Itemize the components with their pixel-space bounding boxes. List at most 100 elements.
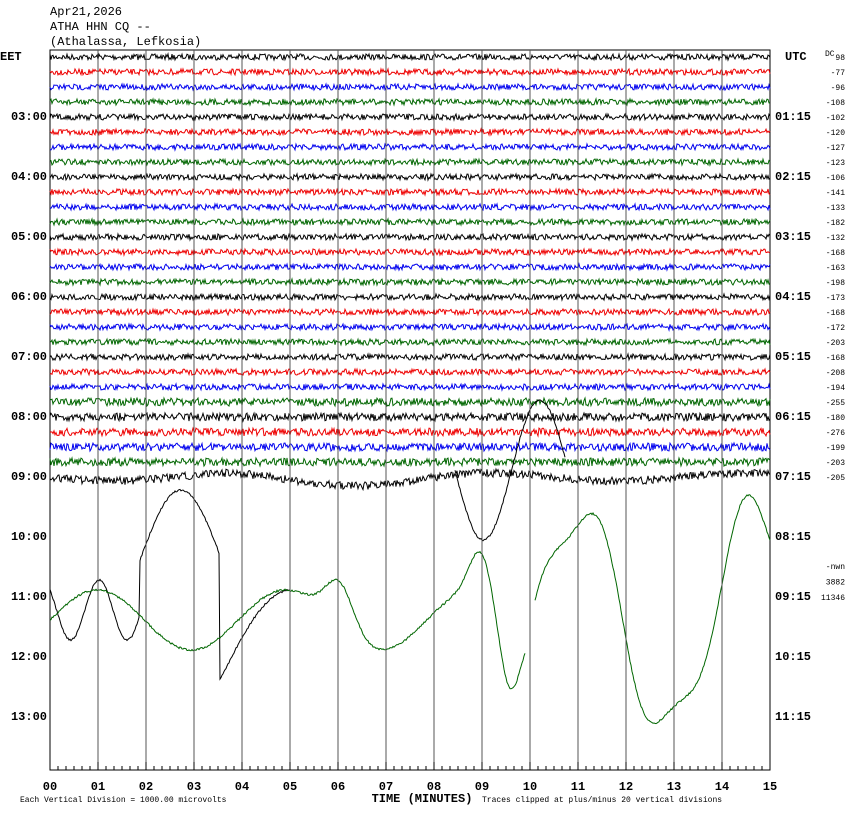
dc-offset: -141 xyxy=(826,189,845,198)
utc-label: 10:15 xyxy=(775,650,811,664)
eet-label: 10:00 xyxy=(11,530,47,544)
trace xyxy=(49,142,771,152)
dc-offset: -102 xyxy=(826,114,845,123)
trace xyxy=(49,172,771,182)
trace xyxy=(49,411,771,423)
date: Apr21,2026 xyxy=(50,5,122,19)
utc-label: 02:15 xyxy=(775,170,811,184)
station: ATHA HHN CQ -- xyxy=(50,20,151,34)
trace xyxy=(49,232,771,242)
dc-offset: -163 xyxy=(826,264,845,273)
dc-offset: -168 xyxy=(826,354,845,363)
trace xyxy=(49,456,771,468)
trace xyxy=(49,67,771,77)
dc-offset: -182 xyxy=(826,219,845,228)
trace xyxy=(534,494,771,725)
dc-offset: -194 xyxy=(826,384,845,393)
eet-label: 06:00 xyxy=(11,290,47,304)
x-tick-label: 15 xyxy=(763,780,777,794)
dc-offset: -255 xyxy=(826,399,845,408)
dc-offset: -198 xyxy=(826,279,845,288)
dc-offset: -127 xyxy=(826,144,845,153)
dc-offset: -208 xyxy=(826,369,845,378)
dc-offset: -203 xyxy=(826,339,845,348)
dc-offset: -133 xyxy=(826,204,845,213)
utc-label: 06:15 xyxy=(775,410,811,424)
eet-label: 11:00 xyxy=(11,590,47,604)
trace xyxy=(49,187,771,197)
x-tick-label: 00 xyxy=(43,780,57,794)
utc-label: 01:15 xyxy=(775,110,811,124)
trace xyxy=(49,112,771,122)
eet-label: 13:00 xyxy=(11,710,47,724)
trace xyxy=(49,441,771,453)
x-tick-label: 02 xyxy=(139,780,153,794)
offset-title: DC xyxy=(825,50,835,59)
dc-offset: -276 xyxy=(826,429,845,438)
dc-offset: -132 xyxy=(826,234,845,243)
trace xyxy=(49,277,771,287)
trace xyxy=(49,262,771,272)
trace xyxy=(49,550,526,690)
dc-offset: 98 xyxy=(835,54,845,63)
dc-offset: -205 xyxy=(826,474,845,483)
trace xyxy=(49,396,771,408)
extra-label: 11346 xyxy=(821,594,845,603)
extra-label: 3882 xyxy=(826,579,845,588)
dc-offset: -123 xyxy=(826,159,845,168)
trace xyxy=(49,352,771,362)
x-tick-label: 03 xyxy=(187,780,201,794)
x-tick-label: 05 xyxy=(283,780,297,794)
trace xyxy=(49,82,771,92)
utc-label: 05:15 xyxy=(775,350,811,364)
left-zone: EET xyxy=(0,50,22,64)
eet-label: 08:00 xyxy=(11,410,47,424)
eet-label: 12:00 xyxy=(11,650,47,664)
trace xyxy=(49,426,771,438)
trace xyxy=(49,488,291,681)
x-tick-label: 09 xyxy=(475,780,489,794)
footer-right: Traces clipped at plus/minus 20 vertical… xyxy=(482,796,722,805)
x-tick-label: 06 xyxy=(331,780,345,794)
footer-left: Each Vertical Division = 1000.00 microvo… xyxy=(20,796,227,805)
eet-label: 05:00 xyxy=(11,230,47,244)
extra-label: -nwn xyxy=(826,563,845,572)
utc-label: 11:15 xyxy=(775,710,811,724)
x-tick-label: 12 xyxy=(619,780,633,794)
utc-label: 08:15 xyxy=(775,530,811,544)
eet-label: 07:00 xyxy=(11,350,47,364)
utc-label: 04:15 xyxy=(775,290,811,304)
dc-offset: -106 xyxy=(826,174,845,183)
x-tick-label: 14 xyxy=(715,780,729,794)
trace xyxy=(49,467,771,492)
dc-offset: -168 xyxy=(826,309,845,318)
x-title: TIME (MINUTES) xyxy=(372,792,473,806)
dc-offset: -172 xyxy=(826,324,845,333)
eet-label: 03:00 xyxy=(11,110,47,124)
utc-label: 09:15 xyxy=(775,590,811,604)
eet-label: 04:00 xyxy=(11,170,47,184)
dc-offset: -180 xyxy=(826,414,845,423)
trace xyxy=(49,337,771,347)
dc-offset: -168 xyxy=(826,249,845,258)
dc-offset: -96 xyxy=(831,84,846,93)
trace xyxy=(49,97,771,107)
trace xyxy=(454,399,566,542)
dc-offset: -108 xyxy=(826,99,845,108)
traces xyxy=(49,52,771,725)
trace xyxy=(50,202,771,212)
utc-label: 07:15 xyxy=(775,470,811,484)
eet-label: 09:00 xyxy=(11,470,47,484)
trace xyxy=(49,217,771,227)
x-tick-label: 08 xyxy=(427,780,441,794)
right-zone: UTC xyxy=(785,50,807,64)
x-tick-label: 04 xyxy=(235,780,249,794)
trace xyxy=(49,322,771,332)
x-tick-label: 13 xyxy=(667,780,681,794)
trace xyxy=(49,292,771,302)
trace xyxy=(49,307,771,317)
x-tick-label: 01 xyxy=(91,780,105,794)
x-tick-label: 10 xyxy=(523,780,537,794)
x-tick-label: 07 xyxy=(379,780,393,794)
